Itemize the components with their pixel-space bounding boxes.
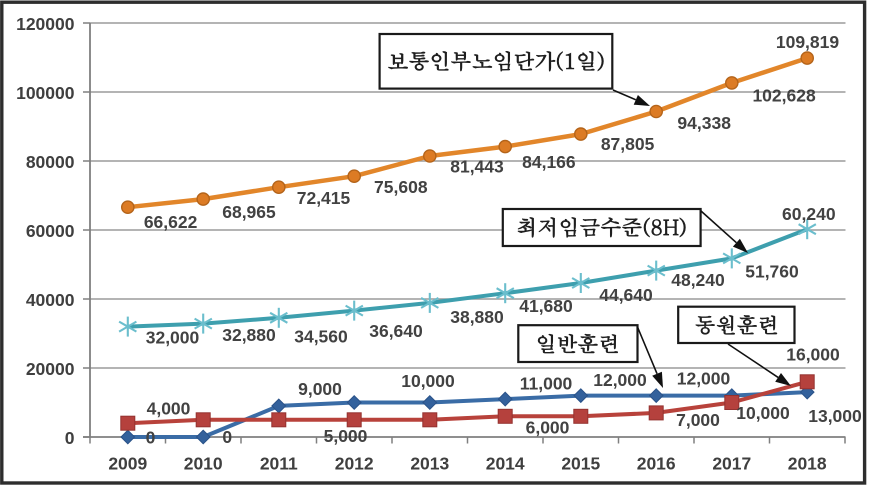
svg-text:6,000: 6,000 [526,418,570,438]
svg-text:120000: 120000 [16,14,75,34]
svg-text:2009: 2009 [108,453,147,473]
svg-text:2011: 2011 [260,453,298,473]
svg-text:87,805: 87,805 [601,134,655,154]
svg-text:12,000: 12,000 [677,369,731,389]
svg-text:2010: 2010 [184,453,223,473]
svg-text:40000: 40000 [26,290,75,310]
svg-text:2018: 2018 [788,453,827,473]
svg-text:68,965: 68,965 [222,202,276,222]
svg-text:34,560: 34,560 [294,327,348,347]
svg-text:0: 0 [65,428,75,448]
svg-text:12,000: 12,000 [593,370,647,390]
svg-text:60,240: 60,240 [782,204,836,224]
svg-text:20000: 20000 [26,359,75,379]
svg-text:2012: 2012 [335,453,374,473]
svg-text:0: 0 [222,427,232,447]
svg-text:2016: 2016 [637,453,676,473]
svg-text:7,000: 7,000 [676,410,720,430]
svg-text:72,415: 72,415 [297,188,351,208]
svg-text:102,628: 102,628 [752,85,816,105]
svg-text:94,338: 94,338 [677,113,731,133]
svg-text:16,000: 16,000 [786,345,840,365]
svg-text:2017: 2017 [712,453,751,473]
svg-text:5,000: 5,000 [324,426,368,446]
svg-text:109,819: 109,819 [776,32,840,52]
svg-text:41,680: 41,680 [519,296,573,316]
svg-text:44,640: 44,640 [599,285,653,305]
svg-text:80000: 80000 [26,152,75,172]
svg-text:36,640: 36,640 [369,321,423,341]
svg-text:32,880: 32,880 [222,325,276,345]
svg-text:66,622: 66,622 [144,212,198,232]
svg-text:38,880: 38,880 [450,307,504,327]
svg-text:2013: 2013 [410,453,449,473]
svg-text:51,760: 51,760 [745,262,799,282]
svg-text:10,000: 10,000 [736,403,790,423]
svg-text:2015: 2015 [561,453,600,473]
svg-text:2014: 2014 [486,453,525,473]
svg-text:84,166: 84,166 [522,152,576,172]
svg-text:75,608: 75,608 [374,177,428,197]
svg-text:9,000: 9,000 [298,379,342,399]
svg-text:81,443: 81,443 [450,157,504,177]
svg-text:32,000: 32,000 [146,328,200,348]
svg-text:60000: 60000 [26,221,75,241]
svg-text:100000: 100000 [16,83,75,103]
svg-text:4,000: 4,000 [147,399,191,419]
svg-text:10,000: 10,000 [401,371,455,391]
svg-text:13,000: 13,000 [808,406,862,426]
svg-text:11,000: 11,000 [520,374,573,394]
svg-text:0: 0 [146,428,156,448]
svg-text:48,240: 48,240 [671,270,725,290]
